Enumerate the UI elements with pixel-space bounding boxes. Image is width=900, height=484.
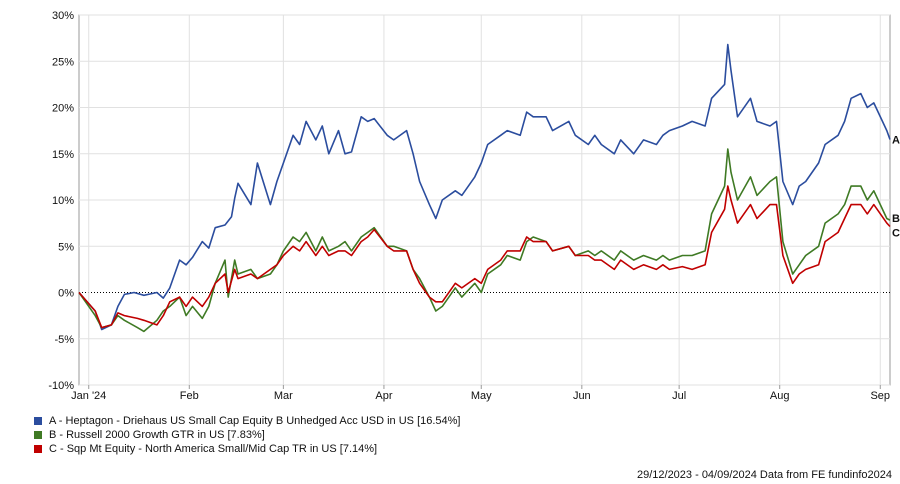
y-tick-label: -10% [48, 380, 74, 392]
x-tick-label: Mar [274, 390, 293, 402]
y-tick-label: 5% [58, 241, 74, 253]
legend-swatch-b [34, 431, 42, 439]
y-tick-label: -5% [54, 334, 74, 346]
legend-label-c: C - Sqp Mt Equity - North America Small/… [49, 443, 378, 455]
y-tick-label: 20% [52, 103, 74, 115]
legend-label-a: A - Heptagon - Driehaus US Small Cap Equ… [49, 415, 461, 427]
series-end-label-c: C [892, 227, 900, 239]
x-tick-label: Jun [573, 390, 591, 402]
series-line-c [78, 185, 891, 329]
x-tick-label: Sep [870, 390, 890, 402]
x-tick-label: Apr [375, 390, 392, 402]
y-tick-label: 30% [52, 10, 74, 22]
x-tick-label: Aug [770, 390, 790, 402]
legend-item-a: A - Heptagon - Driehaus US Small Cap Equ… [34, 414, 461, 428]
y-tick-label: 0% [58, 288, 74, 300]
legend: A - Heptagon - Driehaus US Small Cap Equ… [34, 414, 461, 456]
x-tick-label: Feb [180, 390, 199, 402]
legend-item-c: C - Sqp Mt Equity - North America Small/… [34, 442, 461, 456]
x-tick-label: May [471, 390, 492, 402]
legend-swatch-c [34, 445, 42, 453]
x-tick-label: Jul [672, 390, 686, 402]
series-line-a [78, 43, 891, 331]
y-tick-label: 15% [52, 149, 74, 161]
legend-label-b: B - Russell 2000 Growth GTR in US [7.83%… [49, 429, 265, 441]
x-tick-label: Jan '24 [71, 390, 106, 402]
y-tick-label: 25% [52, 56, 74, 68]
series-end-label-b: B [892, 213, 900, 225]
series-end-label-a: A [892, 135, 900, 147]
data-source-footer: 29/12/2023 - 04/09/2024 Data from FE fun… [636, 469, 892, 481]
y-tick-label: 10% [52, 195, 74, 207]
legend-swatch-a [34, 417, 42, 425]
legend-item-b: B - Russell 2000 Growth GTR in US [7.83%… [34, 428, 461, 442]
